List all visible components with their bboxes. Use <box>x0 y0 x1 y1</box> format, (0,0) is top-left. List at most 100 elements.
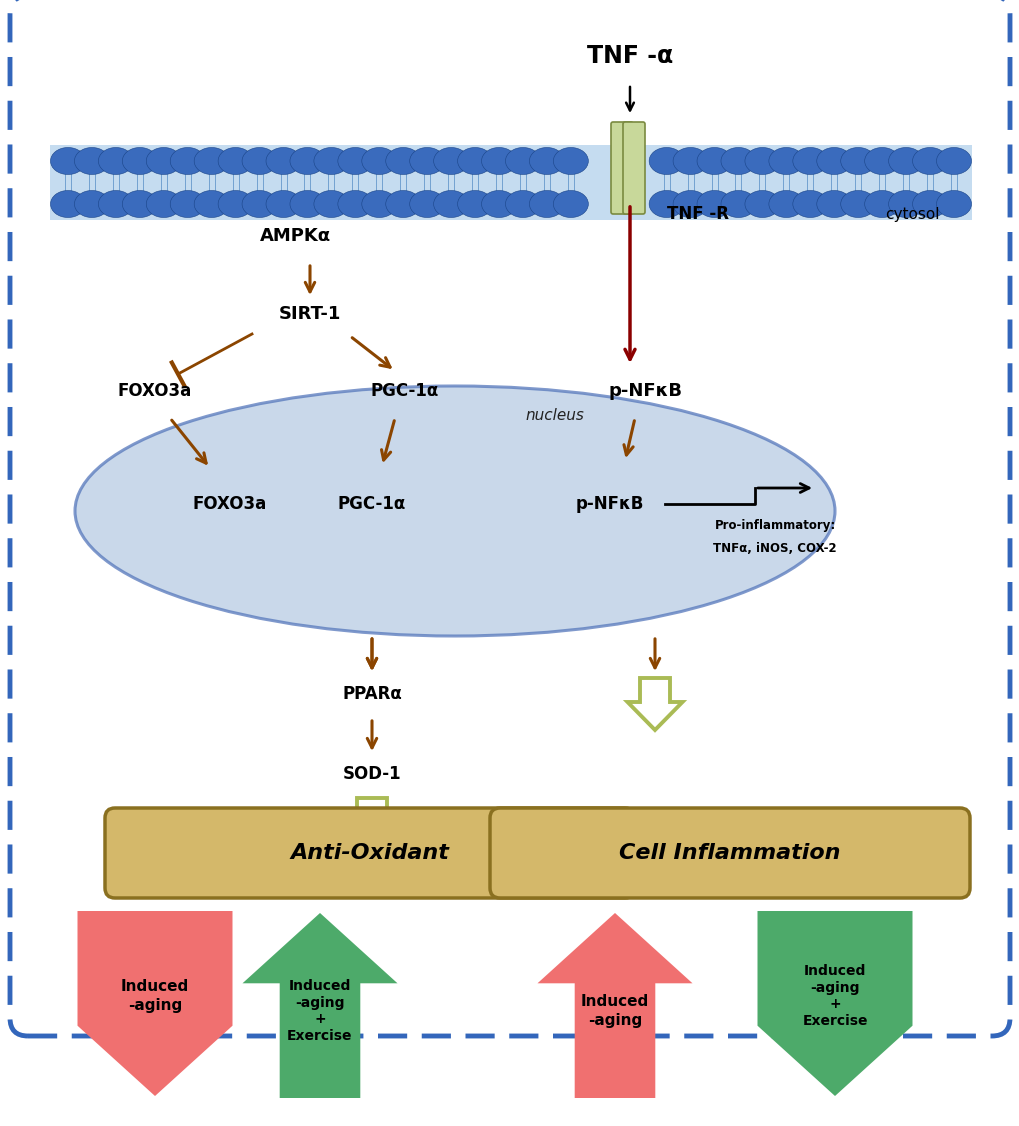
Ellipse shape <box>505 190 540 217</box>
Text: AMPKα: AMPKα <box>259 227 330 245</box>
Text: TNF -R: TNF -R <box>666 205 729 223</box>
FancyBboxPatch shape <box>610 122 633 214</box>
Text: Induced
-aging
+
Exercise: Induced -aging + Exercise <box>802 964 867 1028</box>
Text: Induced
-aging: Induced -aging <box>121 980 189 1012</box>
Ellipse shape <box>314 148 348 175</box>
Ellipse shape <box>935 190 970 217</box>
FancyBboxPatch shape <box>105 808 635 899</box>
Ellipse shape <box>912 190 947 217</box>
Ellipse shape <box>75 386 835 636</box>
Ellipse shape <box>696 190 732 217</box>
Ellipse shape <box>289 148 325 175</box>
Text: FOXO3a: FOXO3a <box>193 495 267 513</box>
Ellipse shape <box>673 190 707 217</box>
Ellipse shape <box>816 148 851 175</box>
Text: Pro-inflammatory:: Pro-inflammatory: <box>713 519 835 533</box>
Polygon shape <box>537 913 692 1098</box>
Ellipse shape <box>362 148 396 175</box>
Ellipse shape <box>337 190 373 217</box>
Ellipse shape <box>194 190 229 217</box>
Ellipse shape <box>433 148 468 175</box>
Ellipse shape <box>170 190 205 217</box>
Ellipse shape <box>122 190 157 217</box>
Ellipse shape <box>98 190 133 217</box>
Ellipse shape <box>553 190 588 217</box>
Text: TNFα, iNOS, COX-2: TNFα, iNOS, COX-2 <box>712 543 836 555</box>
Text: cytosol: cytosol <box>884 206 938 222</box>
FancyBboxPatch shape <box>623 122 644 214</box>
Polygon shape <box>77 911 232 1096</box>
Ellipse shape <box>74 190 109 217</box>
Ellipse shape <box>242 148 277 175</box>
Text: Induced
-aging
+
Exercise: Induced -aging + Exercise <box>287 978 353 1043</box>
Text: nucleus: nucleus <box>525 409 584 423</box>
Ellipse shape <box>481 148 516 175</box>
Ellipse shape <box>744 190 780 217</box>
Ellipse shape <box>840 190 875 217</box>
Ellipse shape <box>481 190 516 217</box>
Ellipse shape <box>242 190 277 217</box>
FancyBboxPatch shape <box>10 0 1009 1036</box>
Text: Induced
-aging: Induced -aging <box>580 994 648 1028</box>
Ellipse shape <box>410 190 444 217</box>
Ellipse shape <box>912 148 947 175</box>
Ellipse shape <box>122 148 157 175</box>
Ellipse shape <box>194 148 229 175</box>
Text: Anti-Oxidant: Anti-Oxidant <box>290 843 449 863</box>
Polygon shape <box>243 913 397 1098</box>
Ellipse shape <box>385 148 420 175</box>
Ellipse shape <box>768 148 803 175</box>
Ellipse shape <box>696 148 732 175</box>
Text: p-NFκB: p-NFκB <box>576 495 644 513</box>
Text: PGC-1α: PGC-1α <box>337 495 406 513</box>
Ellipse shape <box>768 190 803 217</box>
Ellipse shape <box>433 190 468 217</box>
Ellipse shape <box>864 148 899 175</box>
Ellipse shape <box>673 148 707 175</box>
Ellipse shape <box>935 148 970 175</box>
Ellipse shape <box>864 190 899 217</box>
Ellipse shape <box>74 148 109 175</box>
Ellipse shape <box>266 190 301 217</box>
Ellipse shape <box>888 190 922 217</box>
FancyBboxPatch shape <box>50 145 971 220</box>
Ellipse shape <box>720 190 755 217</box>
Text: FOXO3a: FOXO3a <box>118 382 192 400</box>
Ellipse shape <box>792 148 827 175</box>
Ellipse shape <box>146 148 181 175</box>
FancyArrow shape <box>344 798 399 850</box>
Ellipse shape <box>98 148 133 175</box>
FancyArrow shape <box>627 678 682 730</box>
Ellipse shape <box>888 148 922 175</box>
Ellipse shape <box>51 148 86 175</box>
Ellipse shape <box>218 148 253 175</box>
Ellipse shape <box>840 148 875 175</box>
Polygon shape <box>757 911 912 1096</box>
Ellipse shape <box>458 148 492 175</box>
Ellipse shape <box>744 148 780 175</box>
Ellipse shape <box>314 190 348 217</box>
Ellipse shape <box>385 190 420 217</box>
Ellipse shape <box>289 190 325 217</box>
Text: TNF -α: TNF -α <box>586 44 673 68</box>
Ellipse shape <box>553 148 588 175</box>
Text: PPARα: PPARα <box>341 685 401 703</box>
Ellipse shape <box>218 190 253 217</box>
Ellipse shape <box>170 148 205 175</box>
Ellipse shape <box>51 190 86 217</box>
Ellipse shape <box>362 190 396 217</box>
Text: Cell Inflammation: Cell Inflammation <box>619 843 840 863</box>
Ellipse shape <box>337 148 373 175</box>
Ellipse shape <box>146 190 181 217</box>
Ellipse shape <box>792 190 827 217</box>
Ellipse shape <box>648 190 684 217</box>
Text: SOD-1: SOD-1 <box>342 765 400 783</box>
Ellipse shape <box>720 148 755 175</box>
Ellipse shape <box>648 148 684 175</box>
Text: PGC-1α: PGC-1α <box>371 382 439 400</box>
Text: p-NFκB: p-NFκB <box>607 382 682 400</box>
FancyBboxPatch shape <box>489 808 969 899</box>
Ellipse shape <box>410 148 444 175</box>
Ellipse shape <box>529 190 564 217</box>
Ellipse shape <box>529 148 564 175</box>
